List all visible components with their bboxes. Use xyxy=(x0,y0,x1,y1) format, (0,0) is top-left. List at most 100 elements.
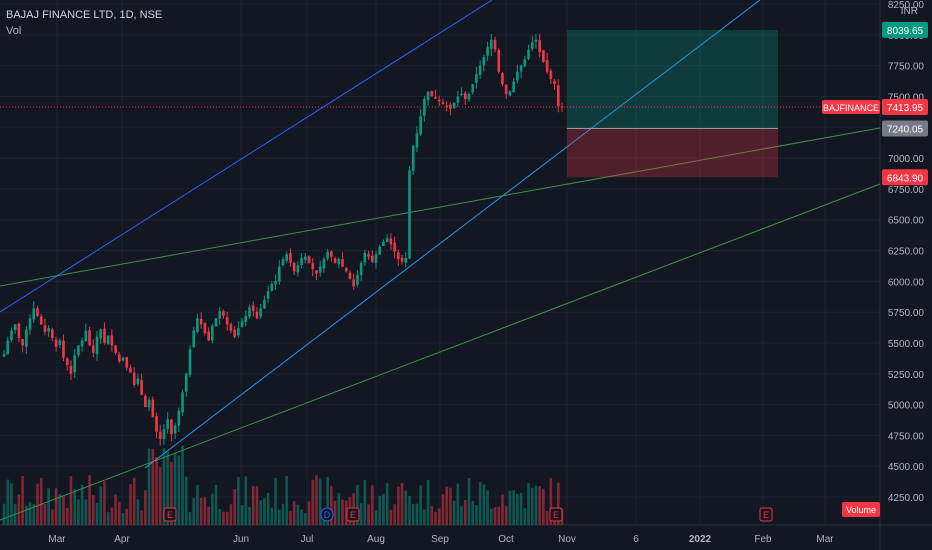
volume-bar xyxy=(304,512,307,525)
candle-body xyxy=(181,392,184,413)
currency-label: INR xyxy=(900,6,918,17)
candle-body xyxy=(43,325,47,332)
earnings-marker-label: E xyxy=(350,510,356,520)
volume-bar xyxy=(341,499,344,525)
x-tick-label: Aug xyxy=(367,534,385,545)
candle-body xyxy=(225,317,229,325)
candle-body xyxy=(188,349,192,375)
volume-bar xyxy=(318,478,322,525)
candle-body xyxy=(404,257,408,263)
candle-body xyxy=(84,330,88,342)
volume-bar xyxy=(542,488,545,525)
volume-bar xyxy=(382,494,385,525)
candle-body xyxy=(545,60,549,72)
volume-bar xyxy=(475,505,478,525)
volume-bar xyxy=(225,511,229,525)
candle-body xyxy=(397,252,400,260)
candle-body xyxy=(516,71,519,81)
candle-body xyxy=(248,307,251,317)
candle-body xyxy=(523,59,527,67)
volume-bar xyxy=(426,479,430,525)
volume-bar xyxy=(296,504,300,525)
candle-body xyxy=(277,266,281,282)
candle-body xyxy=(32,308,36,320)
x-tick-label: Apr xyxy=(114,534,130,545)
profit-zone xyxy=(567,29,778,129)
candle-body xyxy=(196,318,199,332)
upper-channel-line xyxy=(0,0,493,313)
earnings-marker xyxy=(549,507,563,522)
volume-bar xyxy=(415,503,419,525)
candle-body xyxy=(434,97,437,99)
candle-body xyxy=(318,266,322,273)
candle-body xyxy=(456,96,460,103)
candle-body xyxy=(259,308,262,317)
volume-bar xyxy=(244,476,248,525)
y-tick-label: 4500.00 xyxy=(888,462,925,473)
candle-body xyxy=(274,281,277,285)
candle-body xyxy=(296,265,300,273)
y-tick-label: 4250.00 xyxy=(888,493,925,504)
y-tick-label: 4750.00 xyxy=(888,431,925,442)
volume-bar xyxy=(337,492,341,525)
candle-body xyxy=(211,325,214,341)
volume-bar xyxy=(519,492,523,525)
volume-bar xyxy=(333,500,337,525)
volume-bar xyxy=(419,485,422,525)
candle-body xyxy=(114,345,117,353)
candle-body xyxy=(463,93,467,99)
candle-body xyxy=(311,263,315,269)
earnings-marker xyxy=(163,507,177,522)
candle-body xyxy=(162,429,166,440)
volume-bar xyxy=(512,490,515,525)
candle-body xyxy=(166,419,169,430)
last-price-badge: 7413.95 xyxy=(887,103,924,114)
volume-bar xyxy=(389,509,393,525)
volume-bar xyxy=(222,511,225,525)
volume-bar xyxy=(430,506,434,525)
volume-tag: Volume xyxy=(846,505,876,515)
volume-bar xyxy=(36,483,39,525)
y-tick-label: 8250.00 xyxy=(888,0,925,11)
volume-bar xyxy=(166,451,169,525)
volume-tag-bg xyxy=(842,502,880,517)
candle-body xyxy=(266,291,270,299)
stop-price-badge-bg xyxy=(882,169,928,186)
volume-bar xyxy=(456,483,460,525)
candle-body xyxy=(47,328,50,332)
x-tick-label: Oct xyxy=(498,534,514,545)
volume-bar xyxy=(47,488,50,525)
ticker-tag-bg xyxy=(822,100,880,115)
volume-bar xyxy=(285,475,289,525)
candle-body xyxy=(300,257,303,265)
volume-bar xyxy=(385,483,389,525)
x-tick-label: Jun xyxy=(233,534,249,545)
x-tick-label: Sep xyxy=(431,534,449,545)
candle-body xyxy=(289,253,292,263)
volume-bar xyxy=(99,486,103,525)
volume-bar xyxy=(486,490,489,525)
x-tick-label: Mar xyxy=(816,534,834,545)
y-tick-label: 5000.00 xyxy=(888,401,925,412)
y-tick-label: 7750.00 xyxy=(888,62,925,73)
candle-body xyxy=(490,39,493,49)
candle-body xyxy=(337,259,341,265)
candle-body xyxy=(65,358,69,366)
volume-bar xyxy=(136,499,140,525)
candle-body xyxy=(129,367,132,373)
candle-body xyxy=(199,319,203,325)
candle-body xyxy=(475,74,478,83)
earnings-marker-label: E xyxy=(553,510,559,520)
candle-body xyxy=(493,39,497,50)
volume-bar xyxy=(255,486,259,525)
volume-bar xyxy=(538,486,541,525)
volume-bar xyxy=(277,509,281,525)
candle-body xyxy=(218,310,222,319)
x-tick-label: Mar xyxy=(48,534,66,545)
candle-body xyxy=(91,345,95,353)
volume-bar xyxy=(121,512,125,525)
candle-body xyxy=(549,70,553,80)
volume-bar xyxy=(497,506,501,525)
candle-body xyxy=(207,331,210,341)
